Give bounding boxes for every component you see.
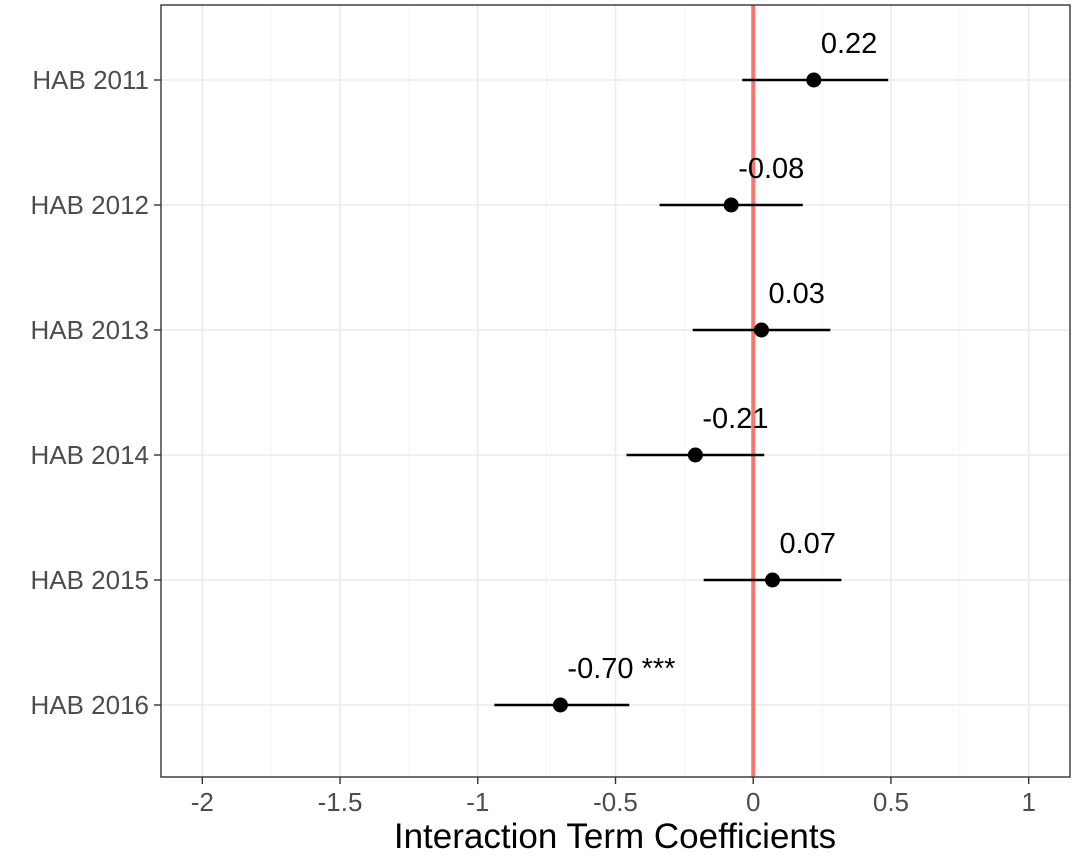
coefficient-value-label: -0.70 *** bbox=[567, 653, 675, 685]
coefficient-value-label: 0.03 bbox=[768, 278, 824, 310]
coefficient-point bbox=[765, 572, 781, 588]
coefficient-point bbox=[753, 322, 769, 338]
coefficient-value-label: -0.08 bbox=[738, 153, 804, 185]
x-tick-label: -1.5 bbox=[318, 787, 363, 817]
coefficient-value-label: -0.21 bbox=[702, 403, 768, 435]
coefficient-value-label: 0.22 bbox=[821, 28, 877, 60]
x-tick-label: -2 bbox=[191, 787, 214, 817]
coefficient-value-label: 0.07 bbox=[780, 528, 836, 560]
y-tick-label: HAB 2014 bbox=[30, 440, 149, 470]
x-tick-label: -1 bbox=[466, 787, 489, 817]
x-tick-label: 1 bbox=[1021, 787, 1035, 817]
y-axis: HAB 2011 HAB 2012 HAB 2013 HAB 2014 HAB 2015… bbox=[30, 65, 161, 720]
x-axis-title: Interaction Term Coefficients bbox=[394, 817, 836, 855]
y-tick-label: HAB 2016 bbox=[30, 690, 149, 720]
x-tick-label: 0.5 bbox=[873, 787, 909, 817]
coefficient-point bbox=[687, 447, 703, 463]
coefficient-point bbox=[806, 72, 822, 88]
coefficient-series bbox=[494, 72, 889, 713]
y-tick-label: HAB 2011 bbox=[32, 65, 149, 95]
y-tick-label: HAB 2013 bbox=[30, 315, 149, 345]
y-tick-label: HAB 2012 bbox=[30, 190, 149, 220]
data-labels: 0.22 -0.08 0.03 -0.21 0.07 -0.70 *** bbox=[567, 28, 877, 685]
y-tick-label: HAB 2015 bbox=[30, 565, 149, 595]
x-tick-label: -0.5 bbox=[593, 787, 638, 817]
coefficient-point bbox=[723, 197, 739, 213]
x-tick-label: 0 bbox=[746, 787, 760, 817]
coefficient-point bbox=[552, 697, 568, 713]
x-axis: -2 -1.5 -1 -0.5 0 0.5 1 bbox=[191, 777, 1036, 817]
